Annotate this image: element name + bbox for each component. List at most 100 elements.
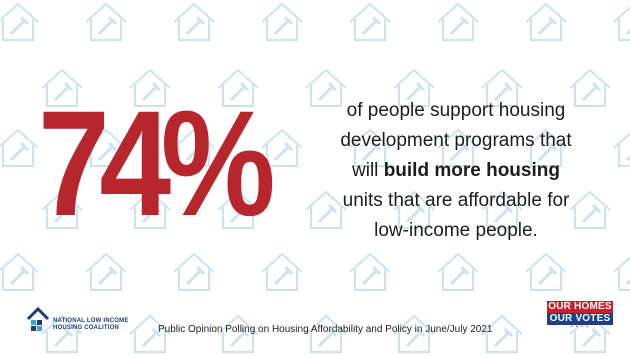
house-icon: [481, 314, 523, 353]
hammer-icon: [97, 265, 118, 286]
our-homes-our-votes-badge: OUR HOMES OUR VOTES • • • •: [547, 301, 613, 343]
house-icon: [261, 128, 303, 167]
house-icon: [305, 314, 347, 353]
hammer-icon: [229, 203, 250, 224]
house-icon: [41, 68, 83, 107]
big-stat-percentage: 74%: [38, 79, 276, 247]
hammer-icon: [185, 141, 206, 162]
nlihc-org-line-2: HOUSING COALITION: [53, 325, 120, 331]
statement-line-3-prefix: will: [352, 160, 384, 181]
house-icon: [305, 190, 347, 229]
house-icon: [349, 128, 391, 167]
statement-line-2: development programs that: [340, 130, 572, 151]
house-icon: [85, 252, 127, 291]
hammer-icon: [361, 15, 382, 36]
source-citation: Public Opinion Polling on Housing Afford…: [158, 324, 493, 335]
hammer-icon: [9, 265, 30, 286]
house-icon: [393, 68, 435, 107]
hammer-icon: [449, 265, 470, 286]
hammer-icon: [537, 265, 558, 286]
house-icon: [481, 190, 523, 229]
nlihc-logo-icon: [26, 306, 50, 331]
hammer-icon: [493, 81, 514, 102]
house-icon: [349, 2, 391, 41]
house-icon: [41, 190, 83, 229]
house-icon: [613, 6, 630, 41]
house-icon: [217, 68, 259, 107]
hammer-icon: [625, 278, 630, 286]
hammer-icon: [405, 327, 426, 348]
hammer-icon: [449, 141, 470, 162]
house-icon: [437, 252, 479, 291]
hammer-icon: [229, 327, 250, 348]
house-icon: [569, 314, 611, 353]
hammer-icon: [405, 203, 426, 224]
hammer-icon: [317, 327, 338, 348]
house-icon: [129, 68, 171, 107]
hammer-icon: [493, 203, 514, 224]
house-icon: [525, 128, 567, 167]
hammer-icon: [229, 81, 250, 102]
house-icon: [437, 128, 479, 167]
house-icon: [569, 190, 611, 229]
hammer-icon: [185, 265, 206, 286]
house-icon: [173, 252, 215, 291]
house-icon: [261, 2, 303, 41]
house-icon: [525, 252, 567, 291]
hammer-icon: [361, 141, 382, 162]
house-icon: [85, 2, 127, 41]
house-icon: [129, 314, 171, 353]
house-icon: [41, 314, 83, 353]
house-icon: [437, 2, 479, 41]
hammer-icon: [53, 81, 74, 102]
house-icon: [393, 314, 435, 353]
house-icon: [393, 190, 435, 229]
house-icon: [217, 190, 259, 229]
nlihc-org-name: NATIONAL LOW INCOME HOUSING COALITION: [53, 318, 129, 332]
house-icon: [613, 132, 630, 167]
hammer-icon: [581, 327, 602, 348]
house-icon: [261, 252, 303, 291]
hammer-icon: [185, 15, 206, 36]
house-icon: [305, 68, 347, 107]
hammer-icon: [405, 81, 426, 102]
house-icon: [0, 2, 39, 41]
hammer-icon: [53, 327, 74, 348]
house-icon: [349, 252, 391, 291]
house-icon: [0, 252, 39, 291]
hammer-icon: [625, 28, 630, 36]
hammer-icon: [273, 265, 294, 286]
house-icon: [613, 256, 630, 291]
hammer-icon: [317, 203, 338, 224]
badge-line-2: OUR VOTES: [547, 313, 613, 325]
hammer-icon: [493, 327, 514, 348]
hammer-icon: [449, 15, 470, 36]
house-icon: [569, 68, 611, 107]
hammer-icon: [97, 15, 118, 36]
hammer-icon: [537, 15, 558, 36]
hammer-icon: [625, 154, 630, 162]
statement-line-3: will build more housing: [296, 156, 616, 186]
house-icon: [173, 2, 215, 41]
nlihc-org-line-1: NATIONAL LOW INCOME: [53, 318, 129, 324]
house-icon: [173, 128, 215, 167]
statement-line-5: low-income people.: [374, 220, 538, 241]
house-icon: [0, 128, 39, 167]
house-icon: [129, 190, 171, 229]
hammer-icon: [273, 141, 294, 162]
statement-text: of people support housing development pr…: [296, 96, 616, 246]
hammer-icon: [537, 141, 558, 162]
hammer-icon: [9, 15, 30, 36]
house-icon: [525, 2, 567, 41]
house-icon: [85, 128, 127, 167]
hammer-icon: [581, 203, 602, 224]
hammer-icon: [9, 141, 30, 162]
hammer-icon: [53, 203, 74, 224]
hammer-icon: [273, 15, 294, 36]
badge-line-1: OUR HOMES: [547, 301, 613, 313]
badge-dots-decoration: • • • •: [570, 324, 590, 330]
hammer-icon: [317, 81, 338, 102]
statement-line-4: units that are affordable for: [342, 190, 570, 211]
statement-line-1: of people support housing: [346, 100, 566, 121]
